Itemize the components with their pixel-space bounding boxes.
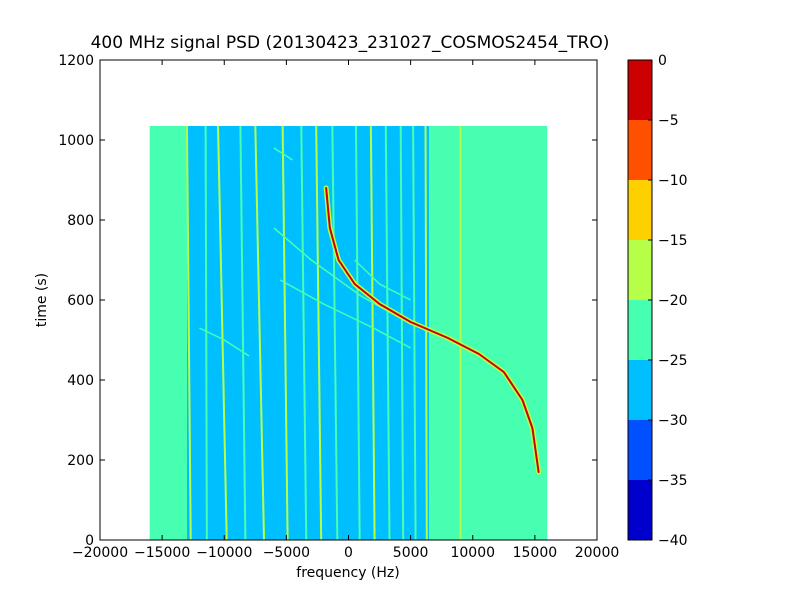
carrier-line-15 [424, 125, 428, 540]
y-axis-label: time (s) [34, 273, 50, 327]
carrier-line-0 [167, 125, 174, 540]
x-tick-label-2: −10000 [196, 545, 252, 561]
colorbar-tick-label-2: −10 [658, 173, 688, 189]
colorbar-tick-label-3: −15 [658, 233, 688, 249]
colorbar-tick-label-8: −40 [658, 533, 688, 549]
carrier-line-2 [204, 125, 208, 540]
y-tick-label-2: 400 [67, 373, 94, 389]
faint-track-1 [279, 279, 411, 349]
colorbar-band-1 [628, 420, 652, 480]
colorbar-tick-label-7: −35 [658, 473, 688, 489]
x-tick-label-7: 15000 [513, 545, 558, 561]
heatmap-region-2 [429, 126, 548, 540]
carrier-line-3 [217, 125, 228, 540]
colorbar-tick-label-1: −5 [658, 113, 679, 129]
colorbar-band-0 [628, 480, 652, 540]
y-axis: 0 200 400 600 800 1000 1200 [58, 53, 597, 549]
x-tick-label-6: 10000 [450, 545, 495, 561]
x-tick-label-8: 20000 [575, 545, 620, 561]
carrier-line-14 [412, 125, 417, 540]
carrier-line-9 [331, 125, 339, 540]
faint-track-2 [354, 259, 411, 301]
colorbar-band-3 [628, 300, 652, 360]
colorbar: 0 −5 −10 −15 −20 −25 −30 −35 −40 [627, 53, 688, 549]
colorbar-band-2 [628, 360, 652, 420]
chart-title: 400 MHz signal PSD (20130423_231027_COSM… [91, 33, 610, 53]
carrier-line-8 [315, 125, 323, 540]
x-axis: −20000 −15000 −10000 −5000 0 5000 10000 15000 20… [72, 60, 619, 561]
x-tick-label-1: −15000 [134, 545, 190, 561]
y-tick-label-4: 800 [67, 213, 94, 229]
colorbar-band-6 [628, 120, 652, 180]
carrier-line-13 [399, 125, 405, 540]
carrier-line-10 [354, 125, 361, 540]
colorbar-band-4 [628, 240, 652, 300]
carrier-line-7 [300, 125, 308, 540]
carrier-line-1 [185, 125, 192, 540]
x-tick-label-5: 5000 [393, 545, 429, 561]
carrier-line-11 [369, 125, 376, 540]
y-tick-label-1: 200 [67, 453, 94, 469]
y-tick-label-0: 0 [85, 533, 94, 549]
colorbar-tick-label-5: −25 [658, 353, 688, 369]
y-tick-label-3: 600 [67, 293, 94, 309]
carrier-line-12 [384, 125, 391, 540]
heatmap-layer [149, 125, 548, 540]
x-axis-label: frequency (Hz) [296, 565, 399, 581]
y-tick-label-6: 1200 [58, 53, 94, 69]
colorbar-band-5 [628, 180, 652, 240]
x-tick-label-4: 0 [344, 545, 353, 561]
colorbar-tick-label-6: −30 [658, 413, 688, 429]
carrier-line-4 [239, 125, 247, 540]
faint-track-4 [273, 147, 293, 161]
carrier-line-6 [281, 125, 289, 540]
carrier-line-5 [254, 125, 266, 540]
x-tick-label-3: −5000 [263, 545, 310, 561]
signal-track [325, 187, 540, 473]
plot-area [100, 60, 597, 540]
y-tick-label-5: 1000 [58, 133, 94, 149]
x-tick-label-0: −20000 [72, 545, 128, 561]
colorbar-tick-label-0: 0 [658, 53, 667, 69]
colorbar-tick-label-4: −20 [658, 293, 688, 309]
faint-track-3 [199, 327, 250, 357]
colorbar-band-7 [628, 60, 652, 120]
